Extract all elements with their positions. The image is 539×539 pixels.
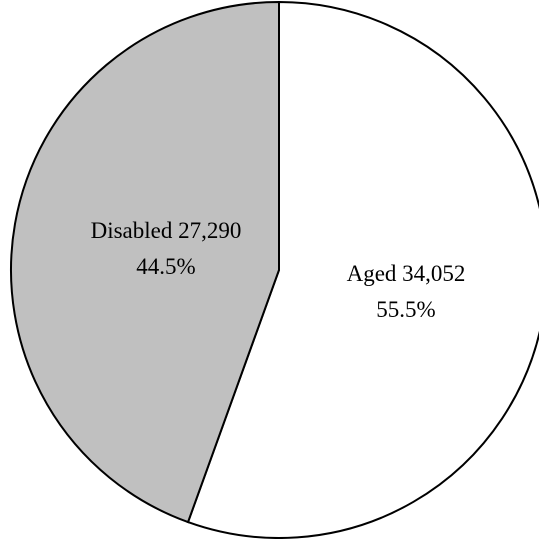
slice-label-aged: Aged 34,052 xyxy=(347,261,466,286)
slice-percent-aged: 55.5% xyxy=(376,297,435,322)
pie-slice-aged xyxy=(186,0,539,539)
slice-label-disabled: Disabled 27,290 xyxy=(91,218,242,243)
slice-percent-disabled: 44.5% xyxy=(136,254,195,279)
pie-slice-disabled xyxy=(9,0,280,524)
